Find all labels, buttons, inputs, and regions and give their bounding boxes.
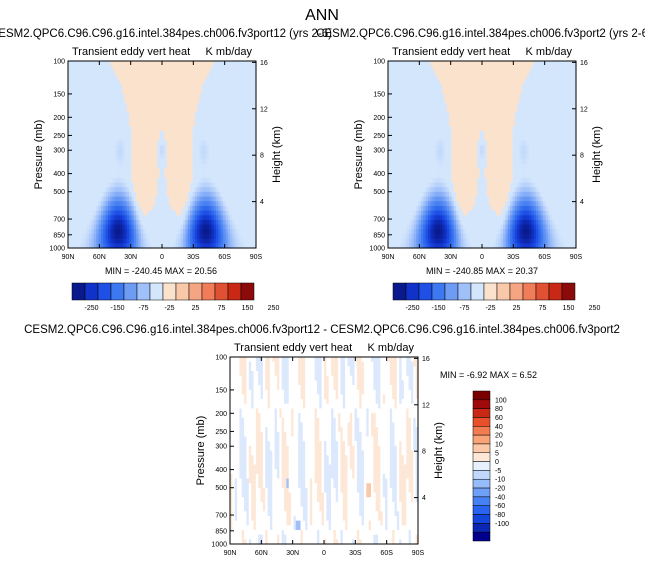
x-tick-label: 60N	[93, 254, 106, 261]
y-right-tick-label: 8	[260, 153, 264, 160]
min-max-stats: MIN = -240.45 MAX = 20.56	[105, 266, 217, 276]
variable-label: Transient eddy vert heat	[72, 46, 190, 58]
y-tick-label: 700	[53, 217, 65, 224]
y-right-axis-title: Height (km)	[271, 126, 283, 183]
y-tick-label: 850	[53, 232, 65, 239]
units-label: K mb/day	[526, 46, 573, 58]
x-tick-label: 30S	[187, 254, 200, 261]
y-tick-label: 100	[53, 59, 65, 66]
contour-field	[68, 61, 257, 249]
y-right-tick-label: 16	[260, 60, 268, 67]
y-tick-label: 300	[53, 148, 65, 155]
y-tick-label: 500	[53, 189, 65, 196]
y-tick-label: 150	[53, 91, 65, 98]
x-tick-label: 0	[160, 254, 164, 261]
x-tick-label: 30N	[124, 254, 137, 261]
panel-title: CESM2.QPC6.C96.C96.g16.intel.384pes.ch00…	[316, 28, 645, 40]
units-label: K mb/day	[206, 46, 253, 58]
y-tick-label: 1000	[49, 246, 65, 253]
y-axis-title: Pressure (mb)	[33, 120, 45, 190]
x-tick-label: 60S	[218, 254, 231, 261]
y-right-tick-label: 4	[260, 199, 264, 206]
variable-label: Transient eddy vert heat	[392, 46, 510, 58]
panel-title: CESM2.QPC6.C96.C96.g16.intel.384pes.ch00…	[0, 28, 332, 40]
x-tick-label: 90S	[250, 254, 263, 261]
panel-1: CESM2.QPC6.C96.C96.g16.intel.384pes.ch00…	[0, 28, 332, 276]
contour-field	[388, 61, 577, 249]
y-tick-label: 200	[53, 115, 65, 122]
y-right-tick-label: 12	[260, 106, 268, 113]
figure-title: ANN	[305, 7, 339, 24]
panel-2: CESM2.QPC6.C96.C96.g16.intel.384pes.ch00…	[316, 28, 645, 276]
x-tick-label: 90N	[62, 254, 75, 261]
y-tick-label: 250	[53, 133, 65, 140]
y-tick-label: 400	[53, 171, 65, 178]
